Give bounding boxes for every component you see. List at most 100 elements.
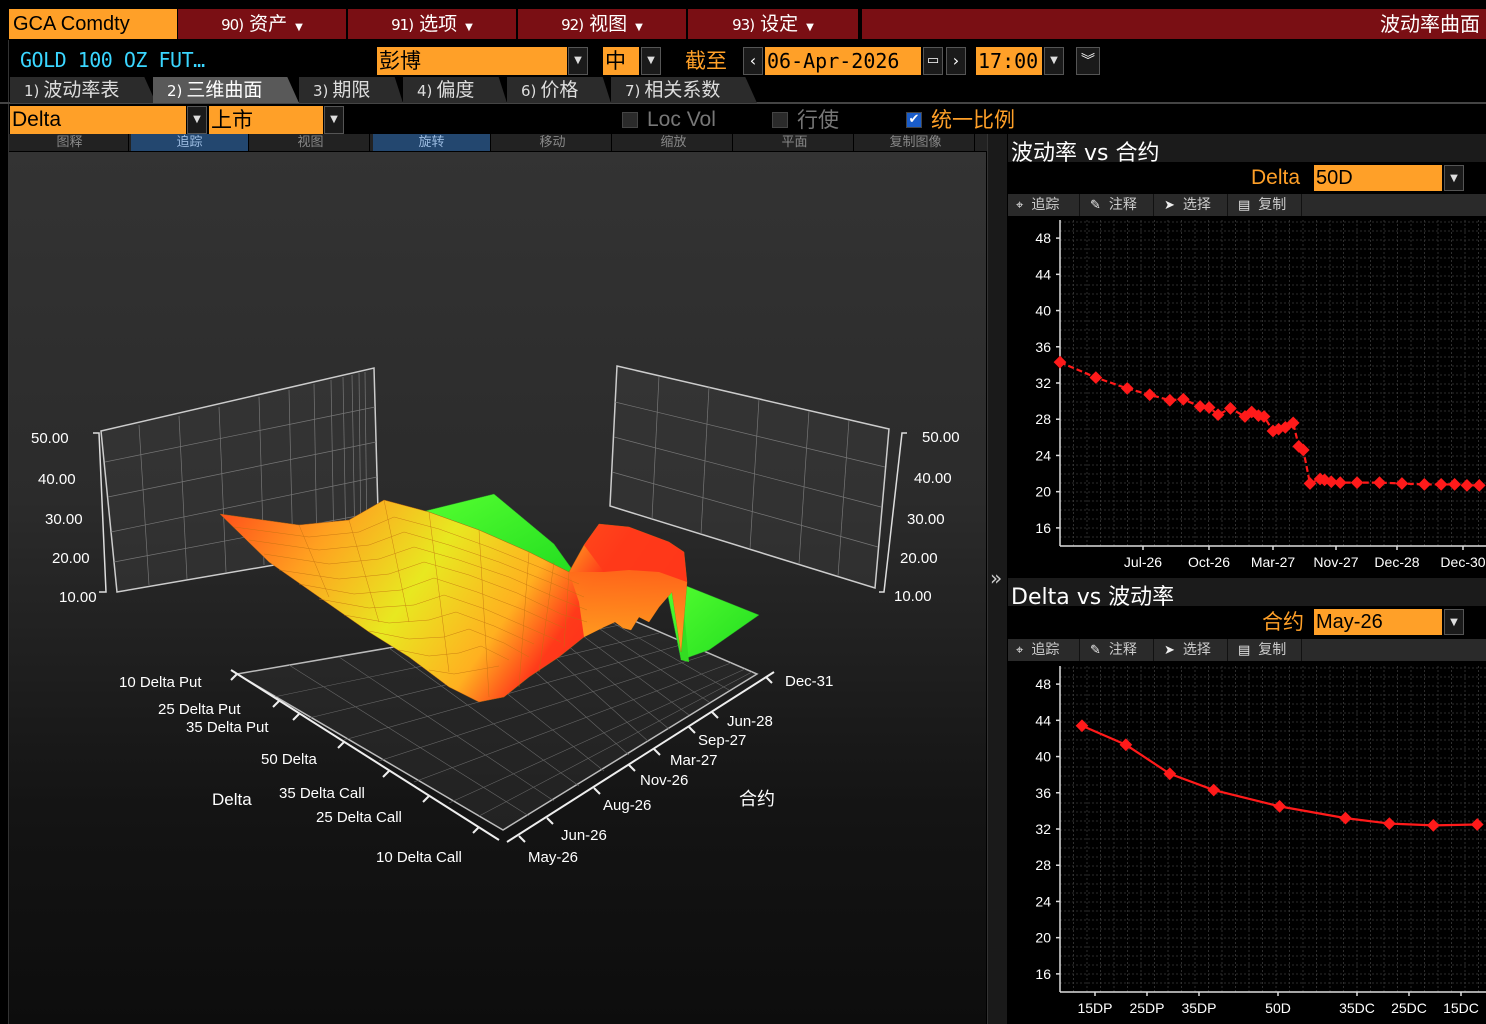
date-field[interactable]: 06-Apr-2026 <box>765 47 921 75</box>
x-tick-label: Dec-30 <box>1440 554 1485 570</box>
skew-annotate-tool[interactable]: ✎ 注释 <box>1082 639 1154 661</box>
left-edge <box>0 0 9 1024</box>
toolbar-view[interactable]: 视图 <box>252 134 370 151</box>
term-annotate-tool[interactable]: ✎ 注释 <box>1082 194 1154 216</box>
data-point <box>1163 393 1177 407</box>
x-tick-label: 15DP <box>1077 1000 1112 1016</box>
tab-price[interactable]: 6) 价格 <box>507 77 611 103</box>
z-axis-right: 50.00 40.00 30.00 20.00 10.00 <box>879 429 960 605</box>
source-select[interactable]: 彭博 <box>377 47 567 75</box>
clipboard-icon: ▤ <box>1238 643 1251 658</box>
axis-mode-dropdown-icon[interactable]: ▼ <box>187 106 207 134</box>
term-track-tool[interactable]: ⌖ 追踪 <box>1008 194 1080 216</box>
time-dropdown-icon[interactable]: ▼ <box>1044 47 1064 75</box>
next-date-icon[interactable]: › <box>946 47 966 75</box>
tab-number: 1) <box>24 82 40 100</box>
term-titlebar: 波动率 vs 合约 <box>1008 134 1486 166</box>
loc-vol-checkbox[interactable] <box>622 112 638 128</box>
surface-3d-panel[interactable]: 50.00 40.00 30.00 20.00 10.00 50.00 40.0… <box>9 152 986 1024</box>
menu-settings[interactable]: 93) 设定 ▼ <box>688 9 860 39</box>
data-point <box>1350 476 1364 489</box>
crosshair-icon: ⌖ <box>1016 643 1024 658</box>
menu-options[interactable]: 91) 选项 ▼ <box>348 9 518 39</box>
skew-contract-select[interactable]: May-26 <box>1314 609 1442 635</box>
z-tick-right: 10.00 <box>894 588 932 605</box>
tab-term[interactable]: 3) 期限 <box>299 77 403 103</box>
term-copy-tool[interactable]: ▤ 复制 <box>1230 194 1302 216</box>
prev-date-icon[interactable]: ‹ <box>743 47 763 75</box>
tab-label: 价格 <box>540 79 579 101</box>
series-line <box>1059 361 1480 487</box>
listing-select[interactable]: 上市 <box>209 106 323 134</box>
skew-plot-area[interactable]: 16 20 24 28 32 36 40 44 48 15DP 25DP 35DP 50D 35DC 25D… <box>1008 662 1486 1024</box>
skew-copy-tool[interactable]: ▤ 复制 <box>1230 639 1302 661</box>
z-tick-left: 20.00 <box>52 550 90 567</box>
x-tick-label: 25DC <box>1391 1000 1427 1016</box>
term-plot-area[interactable]: 16 20 24 28 32 36 40 44 48 Jul-26 Oct-26 Mar-27 Nov-… <box>1008 216 1486 578</box>
data-point <box>1273 799 1286 813</box>
exercise-label: 行使 <box>797 108 839 132</box>
surface-mesh <box>219 499 688 703</box>
z-axis-left: 50.00 40.00 30.00 20.00 10.00 <box>31 430 107 606</box>
toolbar-copy-image[interactable]: 复制图像 <box>857 134 975 151</box>
surface-toolbar: 图释 追踪 视图 旋转 移动 缩放 平面 复制图像 <box>9 134 987 151</box>
source-dropdown-icon[interactable]: ▼ <box>568 47 588 75</box>
listing-dropdown-icon[interactable]: ▼ <box>324 106 344 134</box>
toolbar-track[interactable]: 追踪 <box>131 134 249 151</box>
exercise-checkbox[interactable] <box>772 112 788 128</box>
controls-row: Delta ▼ 上市 ▼ Loc Vol 行使 ✔ 统一比例 <box>0 106 1486 134</box>
tab-3d-surface[interactable]: 2) 三维曲面 <box>153 77 299 103</box>
toolbar-move[interactable]: 移动 <box>494 134 612 151</box>
toolbar-plane[interactable]: 平面 <box>736 134 854 151</box>
tab-label: 偏度 <box>436 79 475 101</box>
toolbar-rotate[interactable]: 旋转 <box>373 134 491 151</box>
term-delta-select[interactable]: 50D <box>1314 165 1442 191</box>
ticker-field[interactable]: GCA Comdty <box>9 9 177 39</box>
tab-skew[interactable]: 4) 偏度 <box>403 77 507 103</box>
collapse-chevron-icon[interactable]: ︾ <box>1076 47 1100 75</box>
menu-label: 选项 <box>419 13 458 35</box>
y-tick-label: 16 <box>1035 966 1051 982</box>
tab-vol-table[interactable]: 1) 波动率表 <box>10 77 156 103</box>
term-select-tool[interactable]: ➤ 选择 <box>1156 194 1228 216</box>
y-tick-label: 44 <box>1035 266 1051 282</box>
toolbar-zoom[interactable]: 缩放 <box>615 134 733 151</box>
y-tick-label: 48 <box>1035 230 1051 246</box>
expand-chevron-icon[interactable]: » <box>990 566 1003 590</box>
time-field[interactable]: 17:00 <box>976 47 1042 75</box>
uniform-scale-checkbox[interactable]: ✔ <box>906 112 922 128</box>
tab-label: 相关系数 <box>644 79 721 101</box>
x-tick-label: 35DC <box>1339 1000 1375 1016</box>
skew-contract-dropdown-icon[interactable]: ▼ <box>1444 609 1464 635</box>
y-tick-label: 32 <box>1035 821 1051 837</box>
tab-correlation[interactable]: 7) 相关系数 <box>611 77 757 103</box>
header-row: GOLD 100 OZ FUT… 彭博 ▼ 中 ▼ 截至 ‹ 06-Apr-20… <box>0 44 1486 78</box>
tool-label: 复制 <box>1258 642 1287 658</box>
y-tick-label: 40 <box>1035 303 1051 319</box>
side-select[interactable]: 中 <box>603 47 639 75</box>
skew-select-tool[interactable]: ➤ 选择 <box>1156 639 1228 661</box>
delta-label: 25 Delta Call <box>316 809 402 826</box>
z-tick-left: 10.00 <box>59 589 97 606</box>
contract-label: Jun-28 <box>727 713 773 730</box>
data-point <box>1119 738 1133 752</box>
tool-label: 复制 <box>1258 197 1287 213</box>
tool-label: 注释 <box>1108 642 1137 658</box>
term-delta-dropdown-icon[interactable]: ▼ <box>1444 165 1464 191</box>
skew-chart-title: Delta vs 波动率 <box>1011 585 1175 610</box>
skew-chart-svg[interactable]: 16 20 24 28 32 36 40 44 48 15DP 25DP 35DP 50D 35DC 25D… <box>1008 662 1486 1024</box>
menu-label: 视图 <box>589 13 628 35</box>
tab-number: 2) <box>167 82 183 100</box>
skew-track-tool[interactable]: ⌖ 追踪 <box>1008 639 1080 661</box>
data-point <box>1075 719 1089 733</box>
menu-view[interactable]: 92) 视图 ▼ <box>518 9 688 39</box>
menu-assets[interactable]: 90) 资产 ▼ <box>178 9 348 39</box>
panel-splitter[interactable]: » <box>987 134 1007 1024</box>
side-dropdown-icon[interactable]: ▼ <box>641 47 661 75</box>
axis-mode-select[interactable]: Delta <box>10 106 186 134</box>
term-chart-svg[interactable]: 16 20 24 28 32 36 40 44 48 Jul-26 Oct-26 Mar-27 Nov-… <box>1008 216 1486 578</box>
toolbar-legend[interactable]: 图释 <box>11 134 129 151</box>
surface-3d-svg[interactable]: 50.00 40.00 30.00 20.00 10.00 50.00 40.0… <box>9 152 986 1024</box>
calendar-icon[interactable]: ▭ <box>923 47 943 75</box>
x-tick-label: 15DC <box>1443 1000 1479 1016</box>
